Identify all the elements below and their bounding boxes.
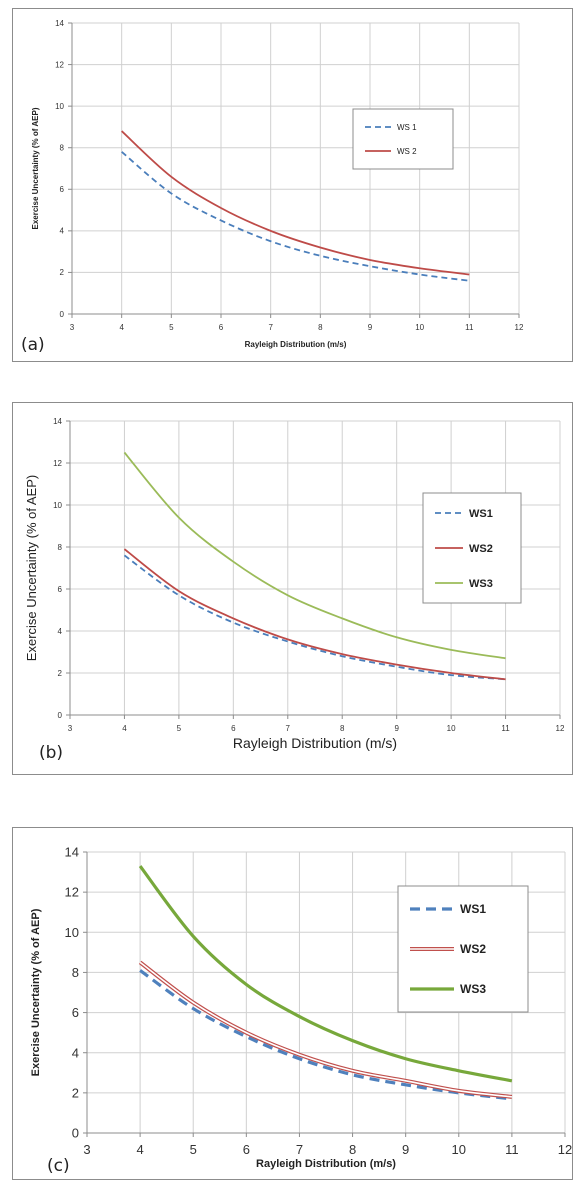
x-tick-label: 8 (340, 724, 345, 733)
chart-panel-c: 0 2 4 6 8 10 12 14 3 4 5 6 7 8 9 10 11 12 Rayleigh Distrib… (12, 827, 573, 1180)
x-tick-label: 4 (136, 1142, 143, 1157)
x-axis-title: Rayleigh Distribution (m/s) (233, 735, 397, 751)
x-tick-label: 5 (169, 323, 174, 332)
x-tick-label: 4 (122, 724, 127, 733)
x-tick-label: 9 (368, 323, 373, 332)
chart-panel-a: 0 2 4 6 8 10 12 14 3 4 5 6 7 8 9 10 11 12 Rayleigh Distrib… (12, 8, 573, 362)
x-tick-label: 12 (556, 724, 565, 733)
x-tick-label: 8 (349, 1142, 356, 1157)
y-tick-label: 2 (58, 669, 63, 678)
x-tick-label: 6 (243, 1142, 250, 1157)
x-tick-label: 6 (219, 323, 224, 332)
y-tick-label: 12 (65, 885, 79, 900)
y-tick-label: 6 (60, 185, 65, 194)
y-tick-label: 4 (72, 1045, 79, 1060)
y-tick-label: 2 (60, 268, 65, 277)
series-ws2-line-inner (139, 961, 512, 1098)
legend-label-ws3: WS3 (469, 578, 493, 590)
x-tick-label: 5 (190, 1142, 197, 1157)
y-tick-label: 8 (60, 144, 65, 153)
legend-label-ws1: WS1 (469, 508, 493, 520)
x-tick-label: 9 (402, 1142, 409, 1157)
x-axis-title: Rayleigh Distribution (m/s) (256, 1158, 396, 1170)
x-tick-label: 7 (268, 323, 273, 332)
x-tick-label: 8 (318, 323, 323, 332)
x-tick-label: 12 (515, 323, 524, 332)
y-tick-label: 6 (72, 1005, 79, 1020)
y-tick-label: 10 (65, 925, 79, 940)
legend-box (352, 108, 454, 170)
legend-label-ws1: WS1 (460, 902, 486, 916)
chart-c: 0 2 4 6 8 10 12 14 3 4 5 6 7 8 9 10 11 12 Rayleigh Distrib… (30, 845, 572, 1170)
y-tick-label: 10 (55, 102, 64, 111)
x-tick-label: 7 (286, 724, 291, 733)
y-tick-label: 0 (60, 310, 65, 319)
series-ws1-line (123, 554, 506, 681)
legend-label-ws2: WS 2 (397, 147, 417, 156)
panel-label-c: (c) (47, 1156, 70, 1176)
chart-a: 0 2 4 6 8 10 12 14 3 4 5 6 7 8 9 10 11 12 Rayleigh Distrib… (31, 19, 524, 349)
x-tick-label: 5 (177, 724, 182, 733)
series-ws3-line (123, 451, 506, 660)
y-tick-label: 0 (72, 1126, 79, 1141)
x-tick-label: 6 (231, 724, 236, 733)
series-ws2-line (121, 130, 470, 276)
legend-label-ws2: WS2 (469, 543, 493, 555)
x-tick-label: 10 (415, 323, 424, 332)
y-tick-label: 12 (55, 60, 64, 69)
y-tick-label: 10 (53, 501, 62, 510)
x-tick-label: 3 (68, 724, 73, 733)
chart-b: 0 2 4 6 8 10 12 14 3 4 5 6 7 8 9 10 11 12 Rayleigh Distrib… (24, 417, 565, 751)
y-tick-label: 6 (58, 585, 63, 594)
y-tick-label: 4 (58, 627, 63, 636)
chart-panel-b: 0 2 4 6 8 10 12 14 3 4 5 6 7 8 9 10 11 12 Rayleigh Distrib… (12, 402, 573, 775)
x-tick-label: 10 (447, 724, 456, 733)
legend-label-ws1: WS 1 (397, 123, 417, 132)
series-ws3-line (138, 865, 513, 1083)
panel-label-a: (a) (21, 335, 45, 355)
x-tick-label: 3 (83, 1142, 90, 1157)
x-tick-label: 12 (558, 1142, 572, 1157)
y-tick-label: 0 (58, 711, 63, 720)
y-tick-label: 8 (58, 543, 63, 552)
series-ws1-line (121, 151, 470, 282)
y-axis-title: Exercise Uncertainty (% of AEP) (24, 475, 39, 661)
y-axis-title: Exercise Uncertainty (% of AEP) (31, 107, 40, 229)
x-tick-label: 11 (505, 1142, 519, 1157)
legend-label-ws3: WS3 (460, 982, 486, 996)
legend-label-ws2: WS2 (460, 942, 486, 956)
series-ws1-line (139, 969, 513, 1101)
y-tick-label: 12 (53, 459, 62, 468)
x-tick-label: 11 (465, 323, 474, 332)
x-tick-label: 7 (296, 1142, 303, 1157)
x-axis-title: Rayleigh Distribution (m/s) (245, 340, 347, 349)
y-tick-label: 14 (65, 845, 79, 860)
y-tick-label: 14 (53, 417, 62, 426)
x-tick-label: 10 (452, 1142, 466, 1157)
y-tick-label: 2 (72, 1085, 79, 1100)
x-tick-label: 4 (119, 323, 124, 332)
series-ws2-line (123, 548, 506, 681)
y-axis-title: Exercise Uncertainty (% of AEP) (30, 908, 42, 1076)
x-tick-label: 11 (501, 724, 510, 733)
panel-label-b: (b) (39, 743, 64, 763)
x-tick-label: 3 (70, 323, 75, 332)
y-tick-label: 8 (72, 965, 79, 980)
x-tick-label: 9 (394, 724, 399, 733)
y-tick-label: 4 (60, 227, 65, 236)
y-tick-label: 14 (55, 19, 64, 28)
